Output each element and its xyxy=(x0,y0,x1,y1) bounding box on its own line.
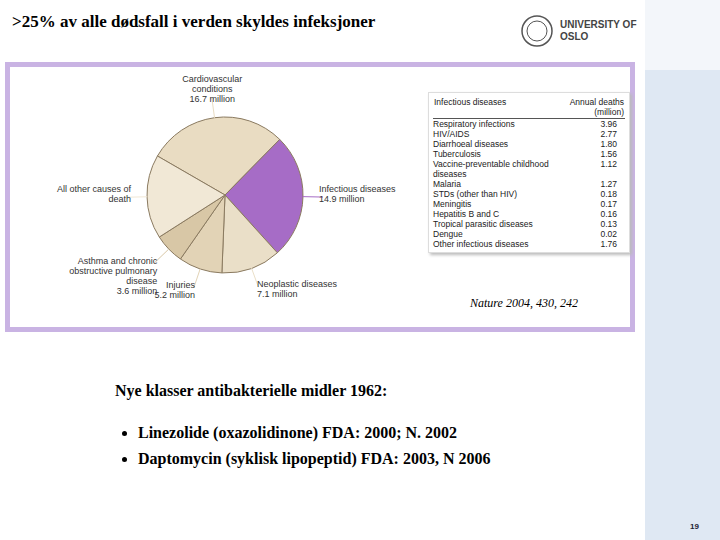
svg-text:Asthma and chronicobstructive: Asthma and chronicobstructive pulmonaryd… xyxy=(69,256,158,296)
html-text:Nature 2004, 430, 242: Nature 2004, 430, 242 xyxy=(470,296,578,310)
html-text:0.16: 0.16 xyxy=(600,209,617,219)
html-text:STDs (other than HIV): STDs (other than HIV) xyxy=(433,189,518,199)
html-text:0.13: 0.13 xyxy=(600,219,617,229)
html-text:HIV/AIDS: HIV/AIDS xyxy=(433,129,470,139)
html-text:>25% av alle dødsfall i verden: >25% av alle dødsfall i verden skyldes i… xyxy=(12,12,376,31)
html-text:1.76: 1.76 xyxy=(600,239,617,249)
svg-text:Cardiovascularconditions16.7 m: Cardiovascularconditions16.7 million xyxy=(182,74,242,104)
html-text:Diarrhoeal diseases: Diarrhoeal diseases xyxy=(433,139,509,149)
html-text:Respiratory infections: Respiratory infections xyxy=(433,119,515,129)
html-text:Annual deaths (million): Annual deaths (million) xyxy=(569,97,624,117)
html-text:1.56: 1.56 xyxy=(600,149,617,159)
html-text:19: 19 xyxy=(690,522,699,531)
html-text:0.18: 0.18 xyxy=(600,189,617,199)
svg-text:Infectious diseases14.9 millio: Infectious diseases14.9 million xyxy=(319,184,396,204)
html-text:UNIVERSITY OF OSLO: UNIVERSITY OF OSLO xyxy=(560,19,637,42)
html-text:0.17: 0.17 xyxy=(600,199,617,209)
html-text:1.12: 1.12 xyxy=(600,159,617,169)
html-text:0.02: 0.02 xyxy=(600,229,617,239)
html-text:Linezolide (oxazolidinone) FDA: Linezolide (oxazolidinone) FDA: 2000; N.… xyxy=(138,424,458,441)
svg-text:Neoplastic diseases7.1 million: Neoplastic diseases7.1 million xyxy=(257,279,338,299)
html-text:Meningitis: Meningitis xyxy=(433,199,472,209)
html-text:Dengue: Dengue xyxy=(433,229,463,239)
html-text:Malaria: Malaria xyxy=(433,179,461,189)
html-text:Tuberculosis: Tuberculosis xyxy=(433,149,481,159)
html-text:Tropical parasitic diseases: Tropical parasitic diseases xyxy=(433,219,533,229)
html-text:Infectious diseases: Infectious diseases xyxy=(434,97,507,107)
html-text:Nye klasser antibakterielle mi: Nye klasser antibakterielle midler 1962: xyxy=(115,382,388,399)
html-text:3.96: 3.96 xyxy=(600,119,617,129)
html-text:1.80: 1.80 xyxy=(600,139,617,149)
html-text:Hepatitis B and C: Hepatitis B and C xyxy=(433,209,500,219)
html-text:Vaccine-preventable childhood: Vaccine-preventable childhood diseases xyxy=(433,159,549,179)
html-text:Other infectious diseases: Other infectious diseases xyxy=(433,239,529,249)
html-text:1.27: 1.27 xyxy=(600,179,617,189)
svg-text:Injuries5.2 million: Injuries5.2 million xyxy=(155,280,196,300)
html-text:Daptomycin (syklisk lipopeptid: Daptomycin (syklisk lipopeptid) FDA: 200… xyxy=(138,450,491,467)
svg-text:All other causes ofdeath: All other causes ofdeath xyxy=(57,184,132,204)
html-text:2.77: 2.77 xyxy=(600,129,617,139)
